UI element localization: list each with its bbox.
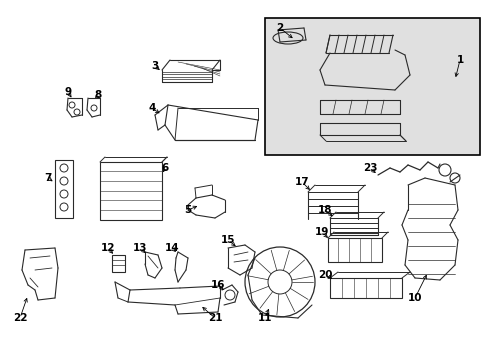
Text: 15: 15	[220, 235, 235, 245]
Text: 2: 2	[276, 23, 283, 33]
Ellipse shape	[272, 32, 303, 44]
Bar	[112, 255, 125, 272]
Text: 23: 23	[362, 163, 376, 173]
Bar	[264, 18, 479, 155]
Text: 8: 8	[94, 90, 102, 100]
Text: 5: 5	[184, 205, 191, 215]
Text: 21: 21	[207, 313, 222, 323]
Bar	[100, 162, 162, 220]
Text: 6: 6	[161, 163, 168, 173]
Text: 4: 4	[148, 103, 155, 113]
Bar	[327, 238, 381, 262]
Text: 1: 1	[455, 55, 463, 65]
Text: 3: 3	[151, 61, 158, 71]
Text: 20: 20	[317, 270, 331, 280]
Text: 17: 17	[294, 177, 309, 187]
Text: 11: 11	[257, 313, 272, 323]
Bar	[55, 160, 73, 218]
Text: 10: 10	[407, 293, 421, 303]
Text: 7: 7	[44, 173, 52, 183]
Bar	[329, 278, 401, 298]
Text: 12: 12	[101, 243, 115, 253]
Text: 13: 13	[132, 243, 147, 253]
Text: 22: 22	[13, 313, 27, 323]
Text: 18: 18	[317, 205, 331, 215]
Text: 16: 16	[210, 280, 225, 290]
Text: 9: 9	[64, 87, 71, 97]
Text: 14: 14	[164, 243, 179, 253]
Text: 19: 19	[314, 227, 328, 237]
